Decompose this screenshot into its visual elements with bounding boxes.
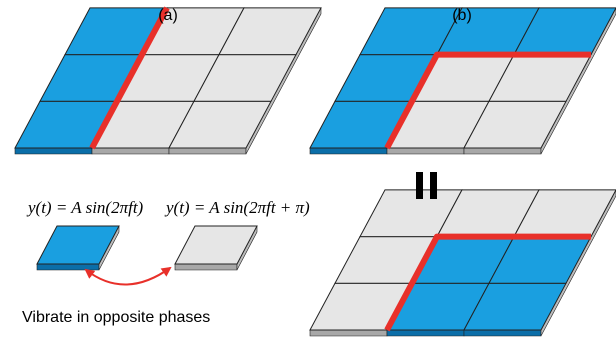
tile-edge	[464, 148, 541, 154]
diagram: (a) (b) y(t) = A sin(2πft) y(t) = A sin(…	[0, 0, 616, 343]
tile-edge	[387, 330, 464, 336]
tile-edge	[464, 330, 541, 336]
tile-edge	[175, 264, 237, 270]
tile-edge	[387, 148, 464, 154]
tile-edge	[37, 264, 99, 270]
label-b: (b)	[452, 7, 472, 24]
tile-edge	[15, 148, 92, 154]
tile	[175, 226, 257, 264]
equals-bar	[430, 172, 437, 199]
tile	[37, 226, 119, 264]
equation-1: y(t) = A sin(2πft)	[26, 198, 144, 217]
equals-bar	[416, 172, 423, 199]
tile-edge	[92, 148, 169, 154]
caption: Vibrate in opposite phases	[22, 309, 210, 326]
tile-edge	[310, 148, 387, 154]
equation-2: y(t) = A sin(2πft + π)	[164, 198, 310, 217]
tile-edge	[310, 330, 387, 336]
shapes	[15, 8, 616, 336]
label-a: (a)	[158, 7, 178, 24]
phase-arrow	[86, 268, 170, 285]
tile-edge	[169, 148, 246, 154]
